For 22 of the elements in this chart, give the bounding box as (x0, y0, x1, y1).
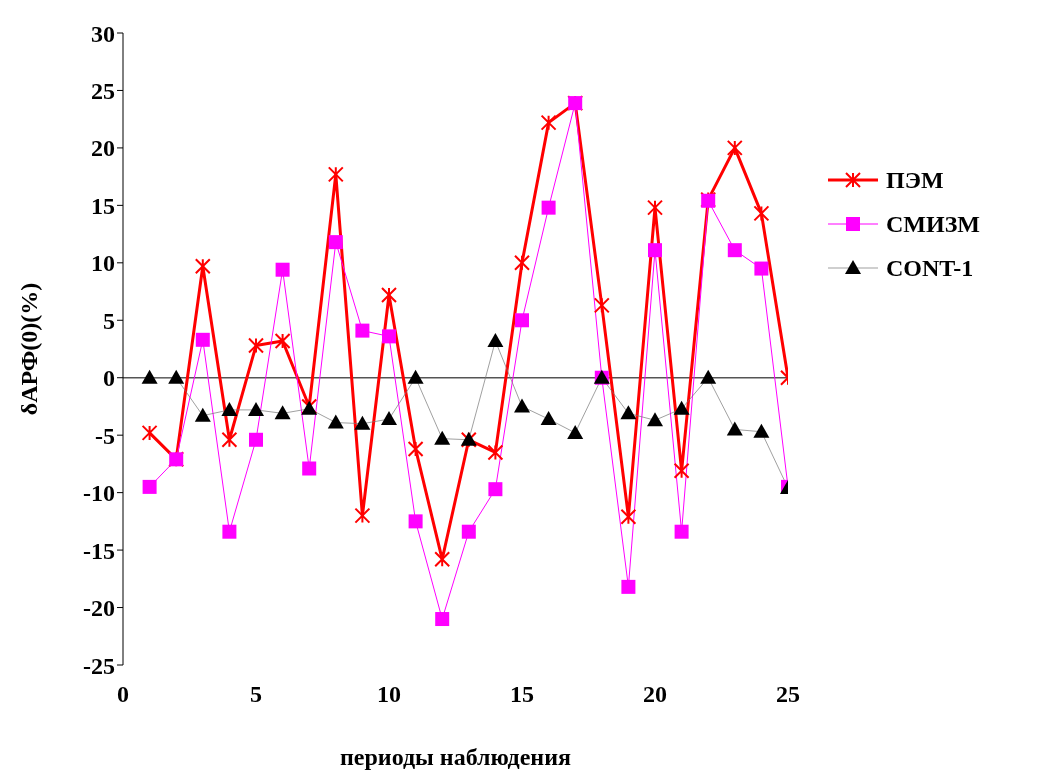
y-tick-label: -25 (83, 652, 115, 679)
y-axis-title: δАРФ(0)(%) (15, 282, 42, 416)
x-tick-label: 5 (250, 681, 262, 708)
x-tick-label: 15 (510, 681, 534, 708)
y-tick-label: -15 (83, 537, 115, 564)
x-axis-title: периоды наблюдения (340, 744, 571, 770)
y-tick-label: 0 (103, 365, 115, 392)
x-tick-label: 10 (377, 681, 401, 708)
y-tick-label: -5 (95, 422, 115, 449)
legend-label: ПЭМ (886, 166, 944, 194)
y-tick-label: -10 (83, 480, 115, 507)
legend-label: СМИЗМ (886, 210, 980, 238)
x-tick-label: 20 (643, 681, 667, 708)
y-tick-label: 20 (91, 135, 115, 162)
y-tick-label: 5 (103, 307, 115, 334)
legend-label: CONT-1 (886, 254, 974, 282)
x-tick-label: 25 (776, 681, 800, 708)
y-tick-label: -20 (83, 595, 115, 622)
y-tick-label: 25 (91, 77, 115, 104)
y-tick-label: 30 (91, 20, 115, 47)
y-tick-label: 10 (91, 250, 115, 277)
y-tick-label: 15 (91, 192, 115, 219)
